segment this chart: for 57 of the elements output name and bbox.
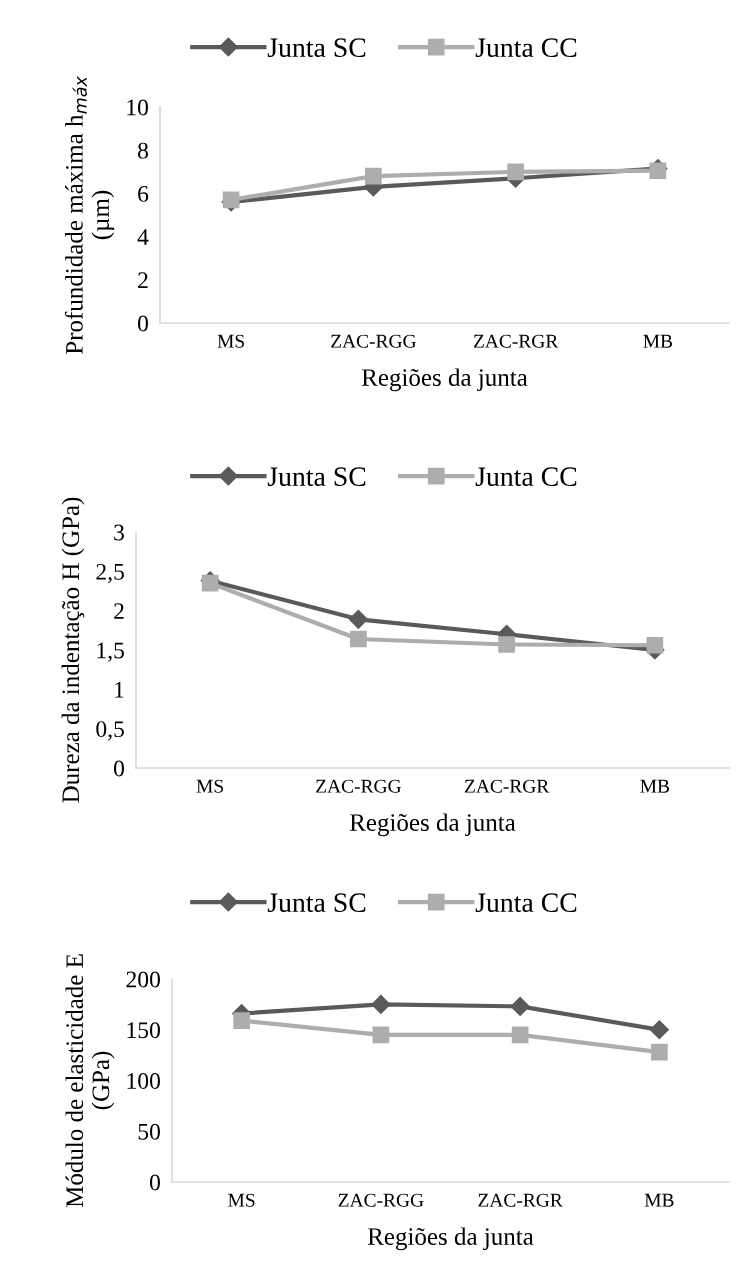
legend-label: Junta CC [475, 893, 577, 913]
legend-label: Junta CC [475, 38, 577, 58]
y-tick-label: 10 [127, 99, 148, 116]
y-tick-label: 50 [138, 1123, 160, 1140]
point [649, 162, 667, 180]
x-tick-label: ZAC-RGR [473, 334, 559, 348]
point [649, 1020, 669, 1040]
x-tick-label: MS [217, 334, 244, 348]
point [507, 163, 524, 181]
y-tick-label: 150 [127, 1022, 160, 1039]
y-tick-label: 0 [137, 315, 148, 332]
point [511, 1026, 529, 1044]
point [201, 574, 219, 592]
y-tick-label: 8 [137, 142, 148, 159]
y-tick-label: 0,5 [96, 721, 124, 741]
point [371, 994, 391, 1014]
text: Profundidade máxima h$_{máx}$ (µm) [64, 76, 115, 355]
point [372, 1026, 390, 1044]
x-tick-label: MB [640, 779, 670, 793]
y-tick-label: 0 [113, 760, 124, 777]
y-tick-label: 1,5 [97, 642, 124, 662]
point [350, 630, 367, 648]
y-tick-label: 4 [137, 229, 149, 245]
legend-label: Junta SC [267, 38, 366, 58]
x-tick-label: ZAC-RGR [464, 779, 550, 793]
point [498, 636, 515, 653]
x-axis-title: Regiões da junta [361, 368, 528, 392]
y-tick-label: 3 [114, 524, 124, 541]
point [348, 609, 368, 629]
y-tick-label: 2 [114, 603, 124, 619]
x-axis-title: Regiões da junta [367, 1227, 534, 1251]
legend-label: Junta SC [267, 467, 366, 487]
point [233, 1012, 250, 1029]
y-axis-title: Dureza da indentação H (GPa) [61, 497, 85, 803]
y-tick-label: 100 [127, 1072, 160, 1089]
point [651, 1043, 668, 1061]
y-tick-label: 0 [149, 1174, 160, 1191]
legend-label: Junta SC [267, 893, 366, 913]
x-tick-label: ZAC-RGG [316, 779, 401, 793]
x-tick-label: MS [228, 1193, 255, 1207]
x-tick-label: ZAC-RGG [338, 1193, 424, 1207]
y-axis-title: Módulo de elasticidade E (GPa) [65, 954, 115, 1208]
y-tick-label: 200 [126, 971, 160, 988]
point [365, 167, 382, 185]
y-tick-label: 2,5 [96, 563, 124, 584]
x-axis-title: Regiões da junta [349, 813, 516, 837]
x-tick-label: ZAC-RGR [478, 1193, 563, 1207]
y-tick-label: 6 [138, 185, 149, 202]
point [646, 636, 664, 654]
x-tick-label: ZAC-RGG [331, 334, 416, 348]
legend-label: Junta CC [475, 467, 577, 487]
x-tick-label: MB [644, 1193, 674, 1207]
y-tick-label: 1 [115, 681, 124, 698]
point [510, 996, 530, 1016]
y-tick-label: 2 [138, 272, 148, 288]
x-tick-label: MB [643, 334, 673, 348]
x-tick-label: MS [196, 779, 223, 793]
